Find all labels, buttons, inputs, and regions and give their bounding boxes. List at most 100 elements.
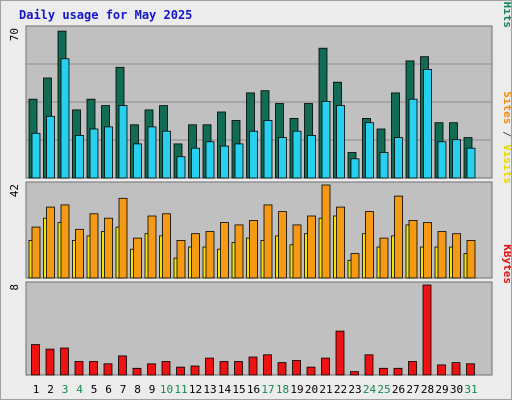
bar-files-day-16 (249, 130, 258, 179)
bar-kbytes-day-26 (393, 367, 403, 376)
bar-sites-day-16 (249, 219, 258, 279)
day-label-2: 2 (47, 383, 54, 396)
bar-kbytes-day-9 (147, 363, 156, 376)
day-label-29: 29 (435, 383, 448, 396)
bar-files-day-14 (220, 145, 229, 179)
day-label-4: 4 (76, 383, 83, 396)
day-label-17: 17 (261, 383, 274, 396)
side-label: Sites / Visits (501, 91, 511, 184)
side-label-part: / (501, 1, 511, 2)
bar-files-day-6 (104, 126, 113, 179)
bar-files-day-26 (394, 137, 403, 179)
bar-files-day-24 (365, 122, 374, 179)
day-label-3: 3 (62, 383, 69, 396)
side-label-part: / (501, 124, 511, 144)
bar-files-day-8 (133, 143, 142, 179)
day-label-26: 26 (392, 383, 405, 396)
bar-kbytes-day-7 (118, 355, 127, 376)
bar-kbytes-day-22 (335, 330, 345, 376)
day-label-5: 5 (91, 383, 98, 396)
day-label-9: 9 (149, 383, 156, 396)
bar-files-day-3 (60, 58, 70, 179)
day-label-10: 10 (160, 383, 173, 396)
bar-sites-day-25 (379, 237, 389, 279)
bar-kbytes-day-12 (190, 365, 200, 376)
bar-sites-day-10 (162, 213, 171, 279)
bar-sites-day-23 (350, 253, 360, 279)
bar-files-day-19 (292, 130, 302, 179)
side-label: Pages / Files / Hits (501, 1, 511, 28)
bar-kbytes-day-16 (248, 356, 258, 376)
bar-files-day-21 (321, 101, 331, 179)
bar-sites-day-21 (321, 184, 331, 279)
bar-sites-day-31 (466, 239, 476, 279)
day-label-6: 6 (105, 383, 112, 396)
bar-sites-day-13 (205, 231, 215, 279)
bar-files-day-5 (89, 128, 99, 179)
bar-sites-day-12 (191, 233, 200, 279)
bar-sites-day-29 (437, 231, 447, 279)
bar-sites-day-7 (118, 197, 128, 279)
bar-sites-day-24 (365, 211, 374, 279)
bar-kbytes-day-4 (74, 361, 84, 376)
bar-kbytes-day-5 (89, 361, 98, 376)
bar-files-day-12 (191, 147, 200, 179)
bar-files-day-15 (234, 143, 244, 179)
day-label-24: 24 (363, 383, 377, 396)
bar-files-day-1 (31, 132, 41, 179)
bar-sites-day-4 (75, 228, 84, 279)
day-label-22: 22 (334, 383, 347, 396)
bar-sites-day-27 (408, 219, 418, 279)
bar-kbytes-day-15 (234, 361, 243, 376)
day-label-30: 30 (450, 383, 463, 396)
bar-kbytes-day-24 (364, 354, 374, 376)
day-label-8: 8 (134, 383, 141, 396)
day-label-12: 12 (189, 383, 202, 396)
bar-files-day-29 (437, 141, 447, 179)
side-label: KBytes (501, 244, 511, 284)
y-max-label: 70 (8, 28, 21, 41)
bar-kbytes-day-28 (422, 284, 432, 376)
bar-kbytes-day-13 (205, 357, 214, 376)
day-label-19: 19 (290, 383, 303, 396)
bar-files-day-13 (205, 141, 215, 179)
day-label-16: 16 (247, 383, 260, 396)
side-label-part: KBytes (501, 244, 511, 284)
bar-kbytes-day-19 (292, 359, 301, 376)
day-label-31: 31 (464, 383, 477, 396)
day-label-25: 25 (377, 383, 390, 396)
bar-sites-day-22 (336, 206, 345, 279)
bar-kbytes-day-21 (321, 357, 330, 376)
bar-files-day-27 (408, 98, 418, 179)
bar-files-day-22 (336, 105, 345, 179)
side-label-part: Visits (501, 144, 511, 184)
bar-sites-day-30 (452, 233, 461, 279)
bar-files-day-9 (147, 126, 157, 179)
bar-files-day-10 (162, 130, 171, 179)
bar-kbytes-day-14 (219, 361, 229, 376)
bar-sites-day-9 (147, 215, 157, 279)
bar-files-day-30 (452, 139, 461, 179)
bar-sites-day-1 (31, 226, 41, 279)
bar-files-day-20 (307, 134, 316, 179)
day-label-14: 14 (218, 383, 232, 396)
side-label-part: Sites (501, 91, 511, 124)
chart-title: Daily usage for May 2025 (19, 8, 193, 22)
day-label-7: 7 (120, 383, 127, 396)
bar-kbytes-day-1 (31, 344, 40, 376)
bar-files-day-23 (350, 158, 360, 179)
bar-sites-day-20 (307, 215, 316, 279)
bar-kbytes-day-6 (103, 363, 113, 376)
bar-sites-day-5 (89, 213, 99, 279)
plot-area (25, 281, 493, 376)
bar-files-day-18 (278, 137, 287, 179)
bar-files-day-4 (75, 134, 84, 179)
bar-files-day-2 (46, 115, 55, 179)
bar-kbytes-day-25 (379, 367, 388, 376)
bar-files-day-28 (423, 69, 432, 179)
day-label-13: 13 (203, 383, 216, 396)
y-max-label: 8 (8, 284, 21, 291)
bar-sites-day-14 (220, 222, 229, 279)
day-label-1: 1 (33, 383, 40, 396)
